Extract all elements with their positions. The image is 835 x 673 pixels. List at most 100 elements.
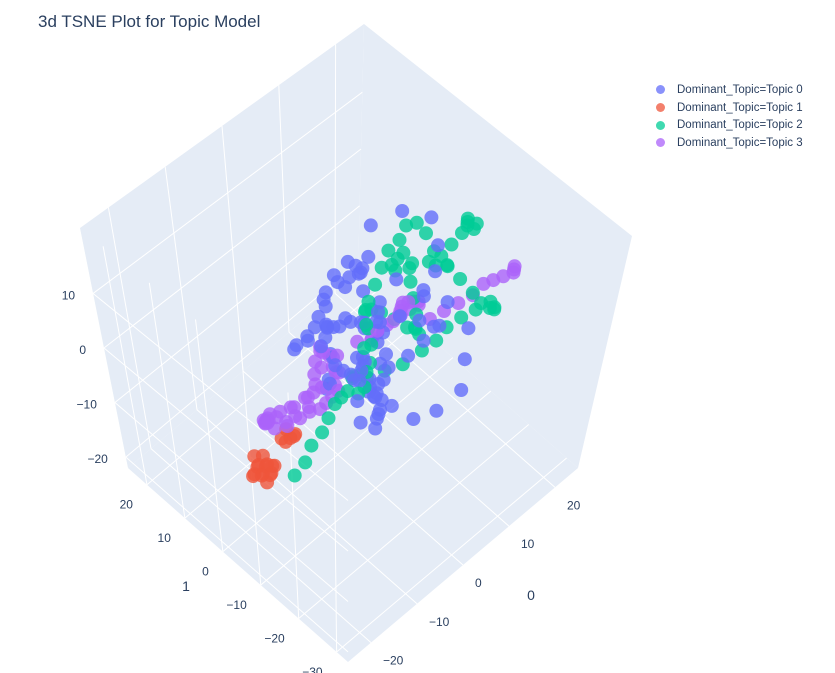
point-topic-2[interactable] [374,260,389,275]
point-topic-2[interactable] [359,317,374,332]
point-topic-3[interactable] [451,296,466,311]
point-topic-0[interactable] [311,309,326,324]
x-tick-label: −20 [383,654,404,668]
chart-title: 3d TSNE Plot for Topic Model [38,12,261,31]
point-topic-2[interactable] [392,232,407,247]
point-topic-2[interactable] [474,296,489,311]
grid-line-x [242,370,464,566]
point-topic-0[interactable] [348,258,363,273]
legend: Dominant_Topic=Topic 0 Dominant_Topic=To… [656,81,803,152]
point-topic-3[interactable] [308,377,323,392]
legend-item-topic-3[interactable]: Dominant_Topic=Topic 3 [656,134,803,152]
grid-line-x [150,448,372,643]
point-topic-0[interactable] [381,360,396,375]
point-topic-0[interactable] [318,285,333,300]
grid-line-y [336,457,567,653]
point-topic-3[interactable] [302,404,317,419]
point-topic-0[interactable] [428,264,443,279]
data-points[interactable] [246,204,522,490]
tick-labels: −20 −10 0 10 20 0 −30 −20 −10 0 10 20 1 −20 −10 0 10 [62,288,581,673]
legend-item-topic-1[interactable]: Dominant_Topic=Topic 1 [656,99,803,117]
point-topic-0[interactable] [361,249,376,264]
y-tick-label: −20 [264,632,285,646]
point-topic-0[interactable] [389,272,404,287]
point-topic-1[interactable] [278,434,293,449]
point-topic-0[interactable] [368,421,383,436]
point-topic-0[interactable] [416,333,431,348]
point-topic-0[interactable] [392,309,407,324]
point-topic-2[interactable] [287,468,302,483]
point-topic-0[interactable] [412,313,427,328]
point-topic-2[interactable] [399,218,414,233]
grid-line-y [298,424,530,619]
point-topic-0[interactable] [461,321,476,336]
point-topic-2[interactable] [453,272,468,286]
point-topic-0[interactable] [338,311,353,326]
point-topic-3[interactable] [298,390,313,405]
point-topic-0[interactable] [376,372,391,387]
point-topic-0[interactable] [352,373,367,388]
point-topic-0[interactable] [384,398,399,413]
point-topic-2[interactable] [444,237,459,252]
point-topic-3[interactable] [260,415,275,430]
point-topic-0[interactable] [363,218,378,233]
point-topic-0[interactable] [328,358,343,373]
point-topic-0[interactable] [454,383,469,397]
legend-swatch-topic-3 [656,138,665,148]
point-topic-0[interactable] [416,283,431,298]
point-topic-2[interactable] [327,397,342,411]
point-topic-0[interactable] [330,275,345,290]
y-axis-title: 1 [182,578,190,594]
point-topic-1[interactable] [246,469,261,484]
legend-swatch-topic-0 [656,85,665,95]
point-topic-0[interactable] [426,319,441,334]
point-topic-0[interactable] [395,204,410,218]
point-topic-2[interactable] [361,294,376,309]
grid-line-z-right [92,91,363,294]
point-topic-3[interactable] [314,360,329,375]
point-topic-0[interactable] [314,339,329,354]
legend-item-topic-0[interactable]: Dominant_Topic=Topic 0 [656,81,803,99]
point-topic-0[interactable] [350,394,365,409]
point-topic-2[interactable] [454,310,469,325]
point-topic-2[interactable] [381,243,396,258]
point-topic-2[interactable] [402,261,417,276]
legend-label-topic-1: Dominant_Topic=Topic 1 [677,101,803,114]
point-topic-2[interactable] [440,258,455,273]
point-topic-0[interactable] [300,329,315,344]
point-topic-0[interactable] [406,412,421,426]
point-topic-0[interactable] [342,270,357,285]
point-topic-2[interactable] [429,333,444,348]
z-tick-label: 0 [79,343,86,357]
point-topic-0[interactable] [457,352,472,367]
point-topic-0[interactable] [440,295,455,310]
point-topic-2[interactable] [368,277,383,292]
point-topic-0[interactable] [287,342,302,357]
point-topic-0[interactable] [356,284,371,299]
point-topic-0[interactable] [424,210,439,225]
point-topic-2[interactable] [403,274,418,289]
y-tick-label: 20 [120,498,134,512]
point-topic-2[interactable] [298,455,313,470]
legend-label-topic-2: Dominant_Topic=Topic 2 [677,119,803,132]
point-topic-0[interactable] [379,347,393,362]
point-topic-2[interactable] [465,285,480,300]
point-topic-0[interactable] [372,315,387,330]
grid-line-z-left [114,402,349,602]
point-topic-2[interactable] [460,211,475,226]
point-topic-2[interactable] [315,425,330,440]
x-tick-label: 20 [567,498,581,512]
point-topic-2[interactable] [419,226,433,241]
point-topic-0[interactable] [401,348,416,363]
grid-line-z-right [114,205,360,403]
point-topic-2[interactable] [409,215,424,230]
point-topic-0[interactable] [353,415,368,430]
point-topic-3[interactable] [507,259,522,274]
point-topic-2[interactable] [304,438,319,453]
point-topic-2[interactable] [357,341,372,356]
point-topic-0[interactable] [429,403,444,418]
legend-item-topic-2[interactable]: Dominant_Topic=Topic 2 [656,116,803,134]
point-topic-0[interactable] [431,238,445,253]
point-topic-2[interactable] [321,411,336,426]
